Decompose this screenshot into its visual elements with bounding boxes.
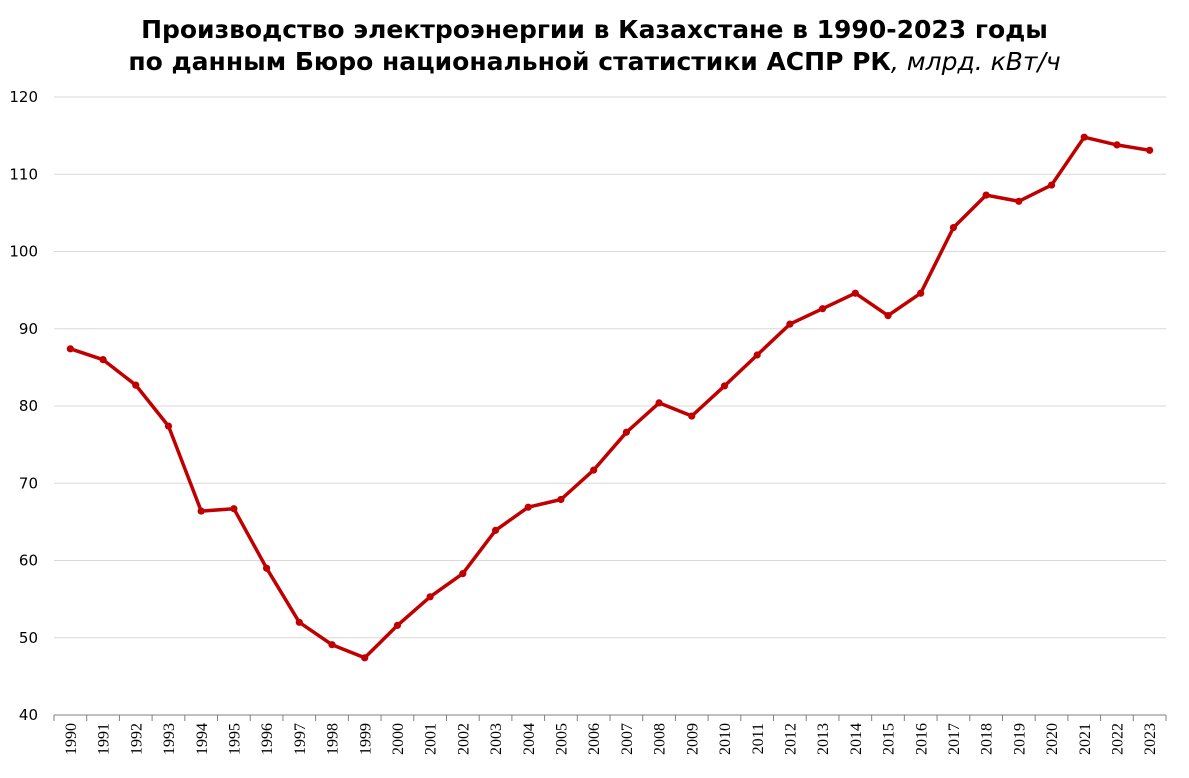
data-point: [426, 593, 434, 601]
x-tick-label: 1990: [63, 723, 80, 755]
y-tick-label: 90: [19, 320, 38, 338]
x-tick-label: 2012: [782, 723, 799, 755]
x-tick-label: 1999: [357, 723, 374, 755]
y-tick-label: 40: [19, 706, 38, 724]
data-point: [197, 507, 205, 515]
x-tick-label: 2003: [488, 723, 505, 755]
x-tick-label: 2013: [815, 723, 832, 755]
x-tick-label: 2019: [1011, 723, 1028, 755]
x-tick-label: 2015: [881, 723, 898, 755]
data-point: [328, 641, 336, 649]
x-tick-label: 2016: [913, 723, 930, 755]
x-tick-label: 2004: [521, 723, 538, 755]
x-tick-label: 1995: [226, 723, 243, 755]
x-tick-label: 2007: [619, 723, 636, 755]
data-point: [99, 356, 107, 364]
data-point: [230, 505, 238, 513]
x-tick-label: 2009: [684, 723, 701, 755]
x-tick-label: 2021: [1077, 723, 1094, 755]
x-tick-label: 2020: [1044, 723, 1061, 755]
data-point: [982, 191, 990, 199]
data-point: [884, 312, 892, 320]
x-tick-label: 2017: [946, 723, 963, 755]
data-point: [164, 422, 173, 430]
data-point: [491, 526, 500, 534]
x-tick-label: 2005: [554, 723, 571, 755]
chart-unit: , млрд. кВт/ч: [890, 47, 1061, 76]
gridlines: [54, 96, 1166, 716]
x-tick-label: 1997: [292, 723, 309, 755]
data-point: [132, 381, 140, 389]
x-tick-label: 2011: [750, 723, 767, 754]
data-point: [655, 399, 663, 407]
x-tick-label: 1993: [161, 723, 178, 755]
data-point: [393, 621, 402, 629]
data-point: [590, 466, 598, 474]
data-point: [688, 412, 696, 420]
x-tick-label: 2008: [652, 723, 669, 755]
x-tick-label: 2000: [390, 723, 407, 755]
data-point: [262, 564, 271, 572]
data-point: [1146, 146, 1154, 154]
x-tick-label: 2018: [979, 723, 996, 755]
data-point: [818, 305, 827, 313]
data-point: [720, 382, 729, 390]
data-point: [949, 223, 958, 232]
data-point: [1113, 141, 1121, 149]
data-point: [557, 495, 565, 504]
x-tick-label: 2023: [1142, 723, 1159, 755]
x-tick-label: 2010: [717, 723, 734, 755]
chart-title: Производство электроэнергии в Казахстане…: [0, 14, 1189, 78]
data-point: [753, 351, 761, 359]
data-point: [1080, 133, 1088, 141]
chart-subtitle: по данным Бюро национальной статистики А…: [128, 47, 891, 76]
x-axis: 1990 1991 1992 1993 1994 1995 1996 1997 1998 1999…: [53, 715, 1167, 755]
data-point: [361, 654, 369, 662]
y-tick-label: 120: [9, 88, 38, 106]
series-line: [68, 135, 1152, 660]
y-tick-label: 80: [19, 397, 38, 415]
x-tick-label: 2006: [586, 723, 603, 755]
y-tick-label: 50: [19, 629, 38, 647]
x-tick-label: 1998: [325, 723, 342, 755]
y-tick-label: 60: [19, 552, 38, 570]
x-tick-label: 1991: [96, 723, 113, 755]
y-tick-label: 110: [9, 165, 38, 183]
data-point: [851, 289, 859, 297]
chart-title-line1: Производство электроэнергии в Казахстане…: [141, 15, 1048, 44]
data-point: [786, 320, 794, 328]
x-tick-label: 2014: [848, 723, 865, 755]
data-point: [524, 503, 532, 511]
data-point: [1047, 181, 1056, 189]
y-tick-label: 100: [9, 243, 38, 261]
data-point: [1015, 197, 1023, 205]
plot-area: [66, 133, 1154, 662]
x-tick-label: 1996: [259, 723, 276, 755]
data-point: [622, 428, 630, 436]
data-point: [66, 345, 74, 353]
y-tick-label: 70: [19, 474, 38, 492]
x-tick-label: 2022: [1110, 723, 1127, 755]
x-tick-label: 1992: [128, 723, 145, 755]
x-tick-label: 2001: [423, 723, 440, 755]
x-tick-label: 1994: [194, 723, 211, 755]
data-point: [459, 570, 467, 578]
data-point: [295, 618, 303, 626]
x-tick-label: 2002: [455, 723, 472, 755]
chart-title-line2: по данным Бюро национальной статистики А…: [0, 46, 1189, 78]
data-point: [917, 289, 925, 297]
y-axis: 40 50 60 70 80 90 100 110 120: [9, 88, 38, 724]
